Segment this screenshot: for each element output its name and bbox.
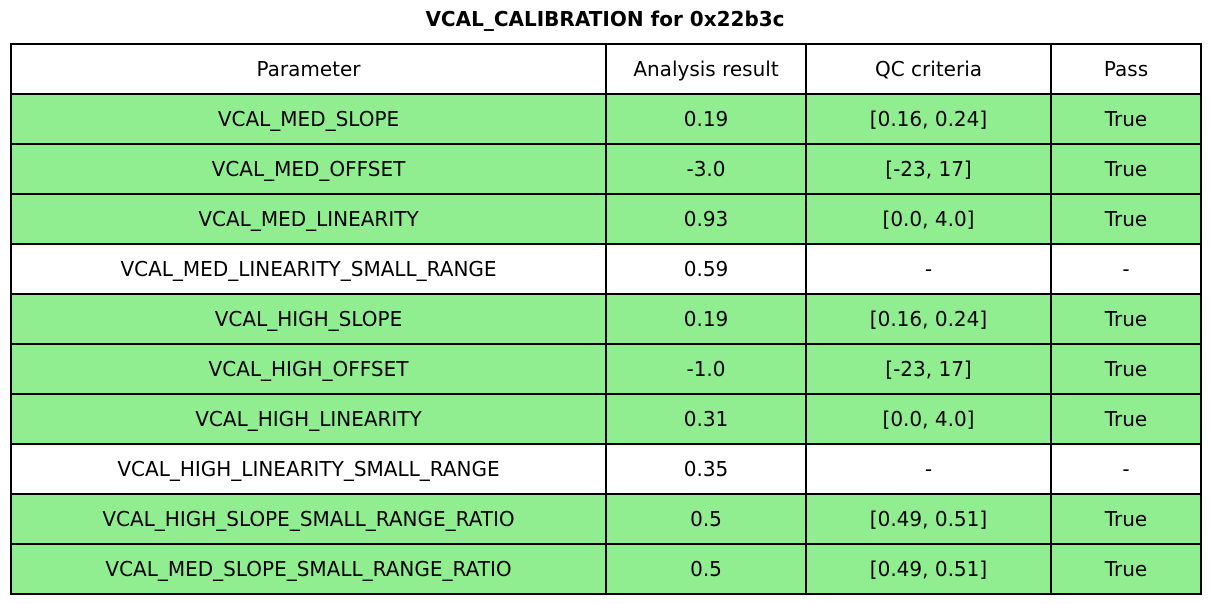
cell-pass: True [1050,293,1202,345]
cell-pass: True [1050,193,1202,245]
cell-parameter: VCAL_HIGH_SLOPE [10,293,607,345]
cell-pass: True [1050,93,1202,145]
cell-parameter: VCAL_MED_SLOPE_SMALL_RANGE_RATIO [10,543,607,595]
cell-qc-criteria: [0.16, 0.24] [805,293,1052,345]
table-row: VCAL_HIGH_LINEARITY 0.31 [0.0, 4.0] True [10,393,1202,445]
table-row: VCAL_HIGH_SLOPE 0.19 [0.16, 0.24] True [10,293,1202,345]
column-header-pass: Pass [1050,43,1202,95]
cell-analysis-result: 0.59 [605,243,807,295]
cell-parameter: VCAL_MED_SLOPE [10,93,607,145]
cell-parameter: VCAL_HIGH_OFFSET [10,343,607,395]
cell-qc-criteria: [-23, 17] [805,143,1052,195]
cell-pass: True [1050,143,1202,195]
column-header-parameter: Parameter [10,43,607,95]
cell-parameter: VCAL_MED_LINEARITY_SMALL_RANGE [10,243,607,295]
cell-analysis-result: 0.31 [605,393,807,445]
cell-parameter: VCAL_HIGH_LINEARITY [10,393,607,445]
table-row: VCAL_HIGH_OFFSET -1.0 [-23, 17] True [10,343,1202,395]
cell-qc-criteria: [0.49, 0.51] [805,493,1052,545]
cell-parameter: VCAL_MED_OFFSET [10,143,607,195]
cell-qc-criteria: [-23, 17] [805,343,1052,395]
cell-parameter: VCAL_MED_LINEARITY [10,193,607,245]
page-title: VCAL_CALIBRATION for 0x22b3c [425,7,785,31]
cell-qc-criteria: [0.16, 0.24] [805,93,1052,145]
cell-qc-criteria: - [805,243,1052,295]
cell-qc-criteria: [0.49, 0.51] [805,543,1052,595]
table-row: VCAL_MED_SLOPE 0.19 [0.16, 0.24] True [10,93,1202,145]
cell-parameter: VCAL_HIGH_LINEARITY_SMALL_RANGE [10,443,607,495]
cell-analysis-result: 0.5 [605,543,807,595]
cell-analysis-result: 0.93 [605,193,807,245]
cell-pass: - [1050,443,1202,495]
cell-analysis-result: 0.35 [605,443,807,495]
cell-qc-criteria: [0.0, 4.0] [805,393,1052,445]
qc-results-table: Parameter Analysis result QC criteria Pa… [10,43,1202,595]
cell-analysis-result: -3.0 [605,143,807,195]
table-row: VCAL_MED_OFFSET -3.0 [-23, 17] True [10,143,1202,195]
cell-pass: True [1050,543,1202,595]
cell-pass: True [1050,393,1202,445]
table-row: VCAL_HIGH_LINEARITY_SMALL_RANGE 0.35 - - [10,443,1202,495]
cell-pass: True [1050,493,1202,545]
table-row: VCAL_MED_LINEARITY_SMALL_RANGE 0.59 - - [10,243,1202,295]
cell-analysis-result: 0.5 [605,493,807,545]
table-row: VCAL_HIGH_SLOPE_SMALL_RANGE_RATIO 0.5 [0… [10,493,1202,545]
cell-pass: - [1050,243,1202,295]
table-row: VCAL_MED_LINEARITY 0.93 [0.0, 4.0] True [10,193,1202,245]
cell-parameter: VCAL_HIGH_SLOPE_SMALL_RANGE_RATIO [10,493,607,545]
cell-analysis-result: 0.19 [605,293,807,345]
cell-qc-criteria: [0.0, 4.0] [805,193,1052,245]
cell-pass: True [1050,343,1202,395]
table-header-row: Parameter Analysis result QC criteria Pa… [10,43,1202,95]
column-header-qc-criteria: QC criteria [805,43,1052,95]
column-header-analysis-result: Analysis result [605,43,807,95]
cell-analysis-result: 0.19 [605,93,807,145]
table-row: VCAL_MED_SLOPE_SMALL_RANGE_RATIO 0.5 [0.… [10,543,1202,595]
cell-analysis-result: -1.0 [605,343,807,395]
cell-qc-criteria: - [805,443,1052,495]
